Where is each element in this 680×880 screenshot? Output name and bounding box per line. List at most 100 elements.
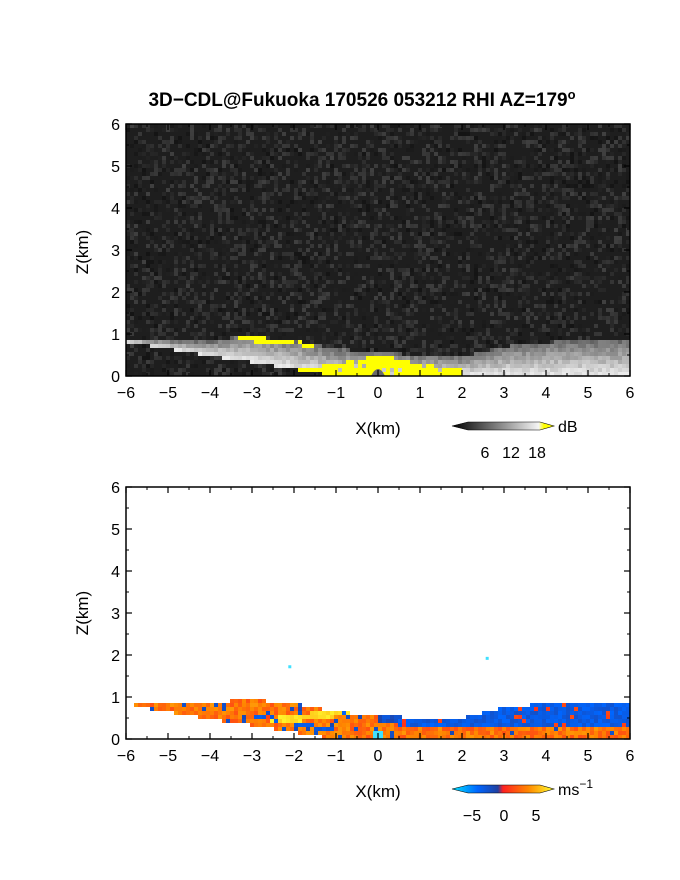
noise-cell	[570, 232, 574, 236]
noise-cell	[294, 188, 298, 192]
velocity-cell	[250, 715, 254, 719]
noise-cell	[334, 168, 338, 172]
noise-cell	[290, 328, 294, 332]
noise-cell	[182, 236, 186, 240]
noise-cell	[254, 136, 258, 140]
noise-cell	[622, 300, 626, 304]
noise-cell	[202, 320, 206, 324]
noise-cell	[310, 180, 314, 184]
noise-cell	[478, 308, 482, 312]
noise-cell	[538, 144, 542, 148]
noise-cell	[198, 300, 202, 304]
x-tick-label: 2	[458, 385, 467, 402]
echo-cell	[570, 356, 574, 360]
noise-cell	[554, 272, 558, 276]
noise-cell	[238, 320, 242, 324]
noise-cell	[498, 200, 502, 204]
noise-cell	[150, 276, 154, 280]
noise-cell	[350, 224, 354, 228]
noise-cell	[450, 328, 454, 332]
noise-cell	[294, 212, 298, 216]
noise-cell	[522, 188, 526, 192]
noise-cell	[522, 300, 526, 304]
echo-cell	[378, 352, 382, 356]
noise-cell	[126, 220, 130, 224]
noise-cell	[458, 220, 462, 224]
noise-cell	[242, 124, 246, 128]
noise-cell	[306, 260, 310, 264]
noise-cell	[342, 184, 346, 188]
noise-cell	[590, 212, 594, 216]
noise-cell	[546, 252, 550, 256]
noise-cell	[410, 332, 414, 336]
echo-cell	[242, 340, 246, 344]
noise-cell	[294, 236, 298, 240]
noise-cell	[422, 292, 426, 296]
noise-cell	[390, 200, 394, 204]
noise-cell	[578, 196, 582, 200]
noise-cell	[486, 128, 490, 132]
noise-cell	[258, 176, 262, 180]
noise-cell	[522, 248, 526, 252]
noise-cell	[278, 148, 282, 152]
noise-cell	[342, 148, 346, 152]
noise-cell	[586, 160, 590, 164]
echo-cell	[242, 336, 246, 340]
echo-cell	[366, 372, 370, 376]
echo-cell	[478, 360, 482, 364]
noise-cell	[222, 240, 226, 244]
noise-cell	[174, 272, 178, 276]
noise-cell	[422, 164, 426, 168]
echo-cell	[130, 340, 134, 344]
velocity-cell	[194, 711, 198, 715]
noise-cell	[234, 244, 238, 248]
noise-cell	[482, 344, 486, 348]
noise-cell	[238, 364, 242, 368]
noise-cell	[526, 288, 530, 292]
echo-cell	[382, 372, 386, 376]
noise-cell	[134, 176, 138, 180]
noise-cell	[622, 184, 626, 188]
echo-cell	[354, 352, 358, 356]
noise-cell	[430, 144, 434, 148]
echo-cell	[398, 372, 402, 376]
echo-cell	[314, 348, 318, 352]
noise-cell	[490, 184, 494, 188]
noise-cell	[514, 316, 518, 320]
noise-cell	[306, 336, 310, 340]
echo-cell	[306, 360, 310, 364]
echo-cell	[282, 344, 286, 348]
noise-cell	[422, 284, 426, 288]
echo-cell	[198, 348, 202, 352]
echo-cell	[602, 352, 606, 356]
noise-cell	[494, 304, 498, 308]
echo-cell	[250, 340, 254, 344]
intensity-y-axis-label: Z(km)	[73, 230, 92, 274]
noise-cell	[562, 324, 566, 328]
noise-cell	[242, 364, 246, 368]
noise-cell	[534, 224, 538, 228]
noise-cell	[314, 160, 318, 164]
echo-cell	[262, 352, 266, 356]
noise-cell	[146, 372, 150, 376]
noise-cell	[318, 156, 322, 160]
noise-cell	[254, 368, 258, 372]
noise-cell	[250, 152, 254, 156]
noise-cell	[254, 184, 258, 188]
noise-cell	[406, 212, 410, 216]
noise-cell	[170, 336, 174, 340]
echo-cell	[182, 344, 186, 348]
noise-cell	[254, 280, 258, 284]
noise-cell	[462, 328, 466, 332]
noise-cell	[522, 164, 526, 168]
noise-cell	[446, 144, 450, 148]
noise-cell	[474, 344, 478, 348]
noise-cell	[598, 280, 602, 284]
noise-cell	[482, 264, 486, 268]
noise-cell	[246, 140, 250, 144]
noise-cell	[162, 240, 166, 244]
noise-cell	[502, 336, 506, 340]
noise-cell	[298, 264, 302, 268]
noise-cell	[146, 260, 150, 264]
noise-cell	[174, 288, 178, 292]
